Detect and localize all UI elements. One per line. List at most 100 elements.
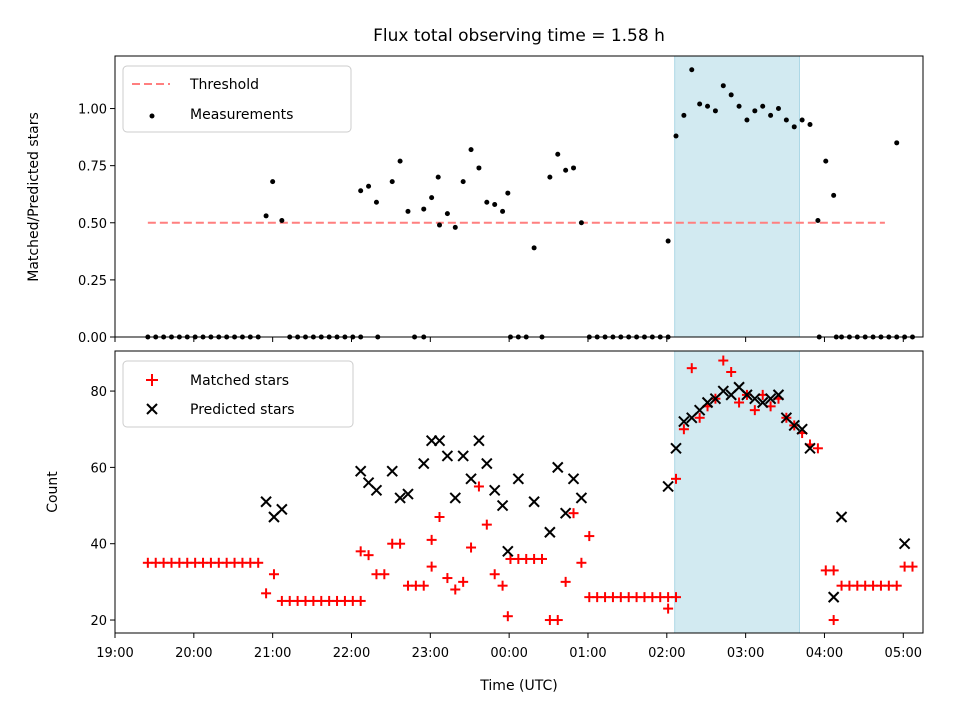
matched-point [718, 355, 729, 366]
predicted-point [402, 488, 414, 500]
bottom-legend-box [122, 360, 354, 428]
measurement-point [720, 83, 726, 89]
measurement-point [697, 101, 703, 107]
measurement-point [744, 117, 750, 123]
measurement-point [736, 103, 742, 109]
matched-point [434, 511, 445, 522]
predicted-point [575, 492, 588, 504]
predicted-point [441, 450, 454, 462]
measurement-point [373, 199, 379, 205]
y-tick-label: 0.00 [78, 331, 107, 346]
predicted-point [804, 442, 816, 455]
matched-point [584, 531, 595, 542]
measurement-point [460, 179, 466, 185]
matched-point [560, 576, 571, 587]
matched-point [466, 542, 477, 553]
top-axes-frame [114, 55, 924, 338]
x-tick-label: 19:00 [96, 646, 133, 661]
matched-point [812, 443, 823, 454]
matched-point [363, 550, 374, 561]
x-tick-label: 00:00 [490, 646, 527, 661]
measurement-point [768, 112, 774, 118]
measurement-point [476, 165, 482, 171]
x-tick-label: 04:00 [806, 646, 843, 661]
y-tick-label: 20 [90, 614, 107, 629]
matched-point [261, 588, 272, 599]
matched-point [671, 592, 682, 603]
measurement-point [429, 195, 435, 201]
matched-point [694, 412, 705, 423]
x-tick-label: 20:00 [175, 646, 212, 661]
x-tick-label: 03:00 [727, 646, 764, 661]
measurement-point [505, 190, 511, 196]
measurement-point [531, 245, 537, 251]
predicted-point [473, 434, 485, 447]
predicted-point [717, 385, 730, 397]
measurement-point [358, 188, 364, 194]
legend-matched-label: Matched stars [190, 373, 289, 389]
measurement-point [366, 183, 372, 189]
matched-point [489, 569, 500, 580]
measurement-point [444, 211, 450, 217]
measurement-point [831, 192, 837, 198]
measurement-point [571, 165, 577, 171]
measurement-point [397, 158, 403, 164]
matched-point [355, 595, 366, 606]
matched-point [678, 424, 689, 435]
measurement-point [894, 140, 900, 146]
predicted-point [496, 499, 509, 512]
predicted-point [678, 415, 690, 428]
matched-point [686, 363, 697, 374]
top-highlight-span [674, 55, 801, 338]
matched-point [379, 569, 390, 580]
legend-measurements-swatch [149, 113, 155, 119]
predicted-point [260, 496, 272, 508]
matched-point [502, 611, 513, 622]
predicted-point [662, 480, 674, 493]
measurement-point [452, 224, 458, 230]
measurement-point [815, 217, 821, 223]
predicted-point [465, 473, 477, 485]
matched-point [355, 546, 366, 557]
x-tick-label: 22:00 [333, 646, 370, 661]
predicted-point [757, 396, 769, 409]
predicted-point [552, 461, 564, 474]
matched-point [253, 557, 264, 568]
matched-point [426, 561, 437, 572]
matched-point [734, 397, 745, 408]
measurement-point [563, 167, 569, 173]
y-tick-label: 0.75 [78, 160, 107, 175]
top-legend: Threshold Measurements [122, 65, 352, 133]
predicted-point [488, 484, 501, 496]
top-y-axis-label: Matched/Predicted stars [26, 112, 42, 282]
y-tick-label: 80 [90, 385, 107, 400]
measurement-point [435, 174, 441, 180]
matched-point [473, 481, 484, 492]
top-y-ticks: 0.00 0.25 0.50 0.75 1.00 [78, 103, 115, 346]
measurement-point [783, 117, 789, 123]
predicted-point [559, 507, 572, 519]
matched-point [568, 508, 579, 519]
predicted-point [741, 389, 753, 401]
top-panel: 0.00 0.25 0.50 0.75 1.00 Matched/Predicted s… [26, 55, 924, 346]
predicted-point [449, 492, 461, 504]
matched-point [726, 366, 737, 377]
measurement-point [421, 206, 427, 212]
matched-point [907, 561, 918, 572]
legend-threshold-label: Threshold [189, 77, 259, 93]
legend-predicted-label: Predicted stars [190, 402, 295, 418]
measurement-point [547, 174, 553, 180]
predicted-point [796, 423, 808, 435]
measurement-point [823, 158, 829, 164]
x-tick-label: 01:00 [569, 646, 606, 661]
x-tick-label: 02:00 [648, 646, 685, 661]
predicted-point [835, 511, 848, 523]
measurement-point [279, 217, 285, 223]
predicted-point [528, 496, 540, 508]
legend-measurements-label: Measurements [190, 107, 293, 123]
matched-point [828, 615, 839, 626]
measurement-point [468, 147, 474, 153]
measurement-point [791, 124, 797, 130]
chart-title: Flux total observing time = 1.58 h [373, 26, 665, 46]
